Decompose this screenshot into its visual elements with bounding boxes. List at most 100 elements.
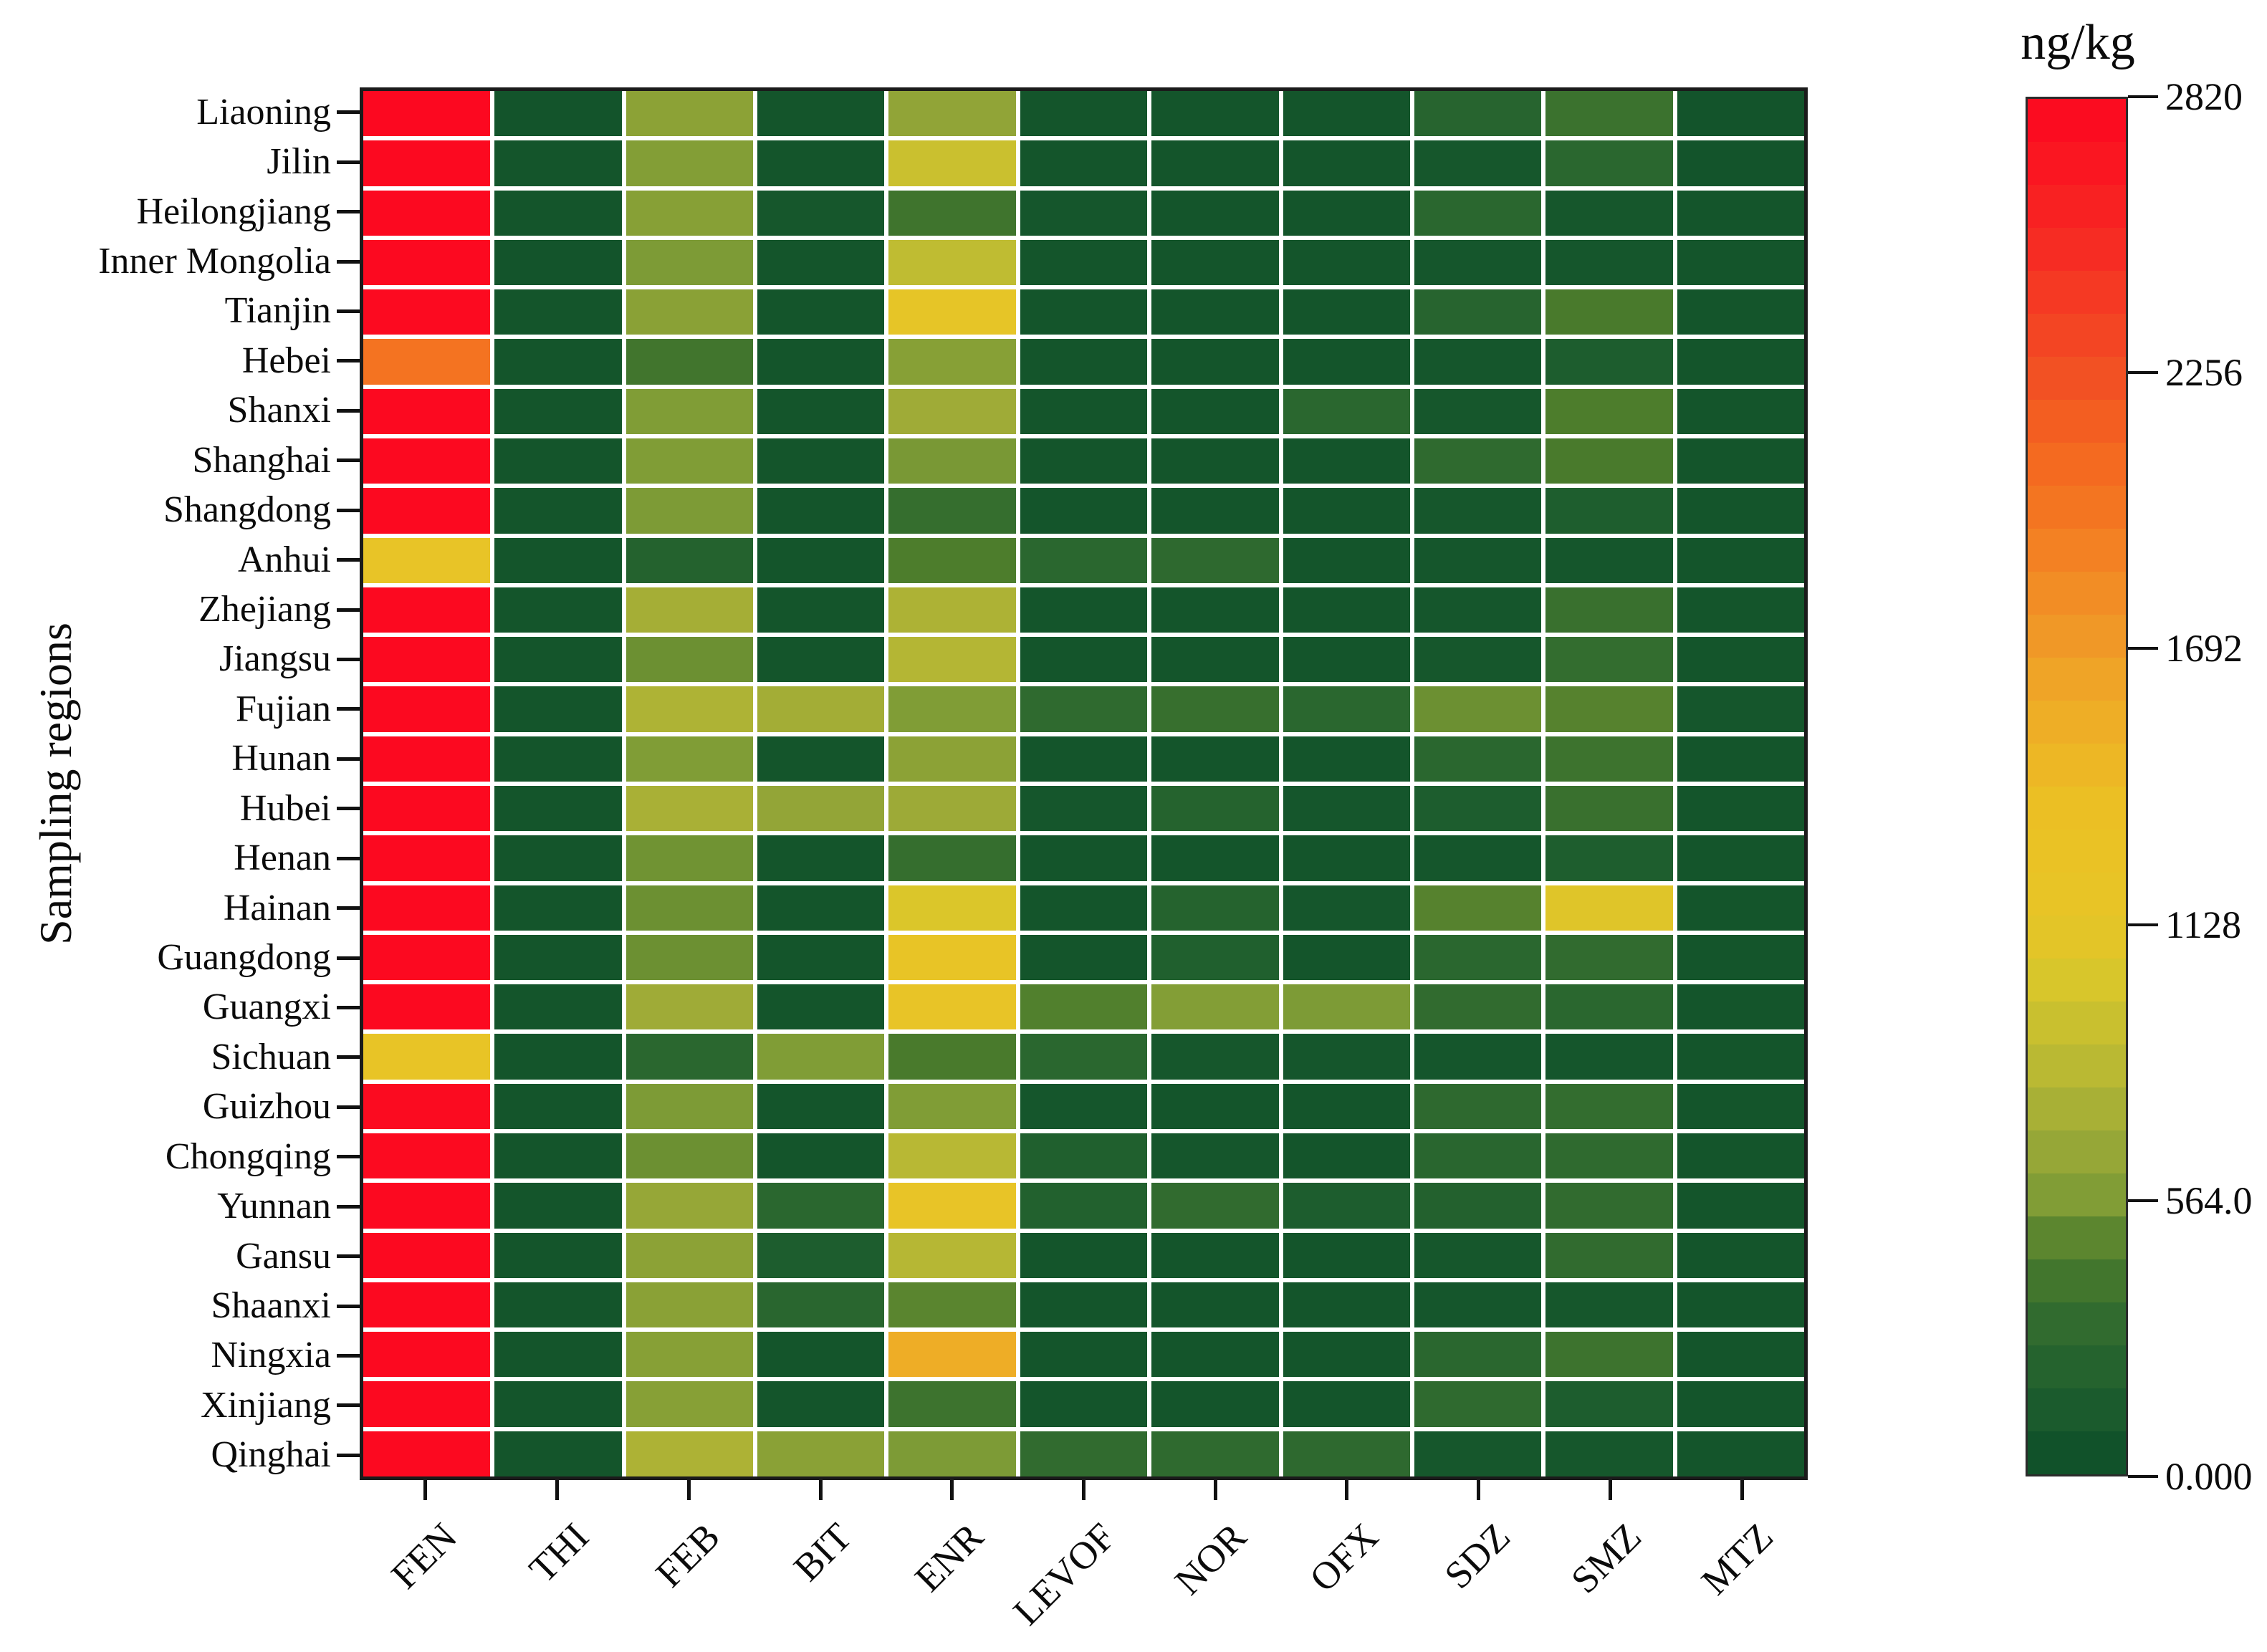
heatmap-cell [1545,1034,1673,1080]
heatmap-cell [363,1431,491,1476]
heatmap-cell [757,984,885,1030]
heatmap-cell [1545,140,1673,186]
heatmap-cell [1414,1282,1542,1328]
colorbar-band [2028,228,2126,271]
heatmap-cell [626,190,754,236]
heatmap-cell [1283,1083,1410,1129]
heatmap-cell [363,388,491,434]
x-tick-mark [950,1480,954,1500]
y-tick-mark [337,1055,360,1060]
heatmap-cell [1283,1183,1410,1229]
heatmap-cell [626,835,754,881]
heatmap-cell [1151,885,1279,931]
heatmap-cell [1545,537,1673,583]
heatmap-cell [1151,388,1279,434]
y-tick-label: Zhejiang [198,589,331,630]
heatmap-cell [494,1381,622,1427]
heatmap-cell [888,91,1016,137]
heatmap-cell [1677,289,1804,335]
heatmap-cell [1545,1183,1673,1229]
heatmap-cell [1677,1282,1804,1328]
heatmap-cell [363,1232,491,1278]
heatmap-cell [1677,140,1804,186]
heatmap-cell [888,190,1016,236]
heatmap-cell [757,1232,885,1278]
colorbar-band [2028,142,2126,185]
heatmap-cell [363,537,491,583]
x-tick-mark [423,1480,428,1500]
heatmap-cell [1414,1332,1542,1378]
heatmap-cell [494,339,622,385]
heatmap-cell [1545,1381,1673,1427]
heatmap-cell [494,785,622,832]
heatmap-cell [494,239,622,286]
heatmap-cell [1151,339,1279,385]
heatmap-cell [1020,1431,1148,1476]
heatmap-cell [1020,1282,1148,1328]
heatmap-cell [1677,537,1804,583]
heatmap-cell [1283,1431,1410,1476]
y-tick-label: Jiangsu [219,638,331,680]
heatmap-cell [1677,339,1804,385]
heatmap-cell [1020,1133,1148,1179]
colorbar-band [2028,314,2126,357]
heatmap-cell [888,637,1016,683]
heatmap-cell [363,1282,491,1328]
heatmap-cell [888,140,1016,186]
heatmap-cell [1677,1332,1804,1378]
y-tick-label: Jilin [267,141,331,183]
colorbar-band [2028,443,2126,486]
y-tick-mark [337,906,360,911]
y-tick-mark [337,309,360,313]
heatmap-cell [1414,1232,1542,1278]
heatmap-cell [1283,289,1410,335]
y-tick-label: Anhui [238,539,331,580]
heatmap-cell [757,1034,885,1080]
heatmap-cell [1151,1083,1279,1129]
heatmap-cell [1414,736,1542,782]
heatmap-cell [1283,1332,1410,1378]
heatmap-cell [1414,835,1542,881]
heatmap-cell [1545,587,1673,633]
y-tick-mark [337,1105,360,1109]
y-tick-mark [337,757,360,761]
heatmap-cell [888,388,1016,434]
heatmap-cell [1151,1431,1279,1476]
heatmap-cell [1283,339,1410,385]
heatmap-cell [1151,835,1279,881]
y-tick-label: Hubei [239,787,331,829]
y-tick-label: Guangdong [157,937,331,978]
heatmap-cell [757,1332,885,1378]
heatmap-cell [1545,190,1673,236]
heatmap-cell [1020,140,1148,186]
heatmap-cell [363,637,491,683]
heatmap-cell [1283,934,1410,981]
heatmap-cell [1283,388,1410,434]
heatmap-cell [1020,637,1148,683]
heatmap-cell [1677,1083,1804,1129]
heatmap-cell [363,1133,491,1179]
heatmap-cell [1545,239,1673,286]
heatmap-cell [363,488,491,534]
heatmap-cell [757,934,885,981]
heatmap-cell [1020,1232,1148,1278]
heatmap-cell [757,239,885,286]
heatmap-cell [1545,1431,1673,1476]
heatmap-cell [626,885,754,931]
heatmap-cell [626,91,754,137]
heatmap-cell [1414,934,1542,981]
y-tick-label: Shanxi [227,390,331,431]
heatmap-cell [1151,1133,1279,1179]
y-tick-label: Hebei [241,340,331,381]
heatmap-cell [1545,934,1673,981]
x-tick-label: SDZ [1436,1514,1518,1598]
heatmap-cell [1283,587,1410,633]
heatmap-cell [757,289,885,335]
heatmap-cell [363,190,491,236]
heatmap-cell [626,140,754,186]
heatmap-cell [1283,1133,1410,1179]
x-tick-label: NOR [1166,1514,1255,1603]
y-tick-label: Hunan [231,738,331,779]
y-tick-mark [337,856,360,860]
heatmap-cell [888,736,1016,782]
